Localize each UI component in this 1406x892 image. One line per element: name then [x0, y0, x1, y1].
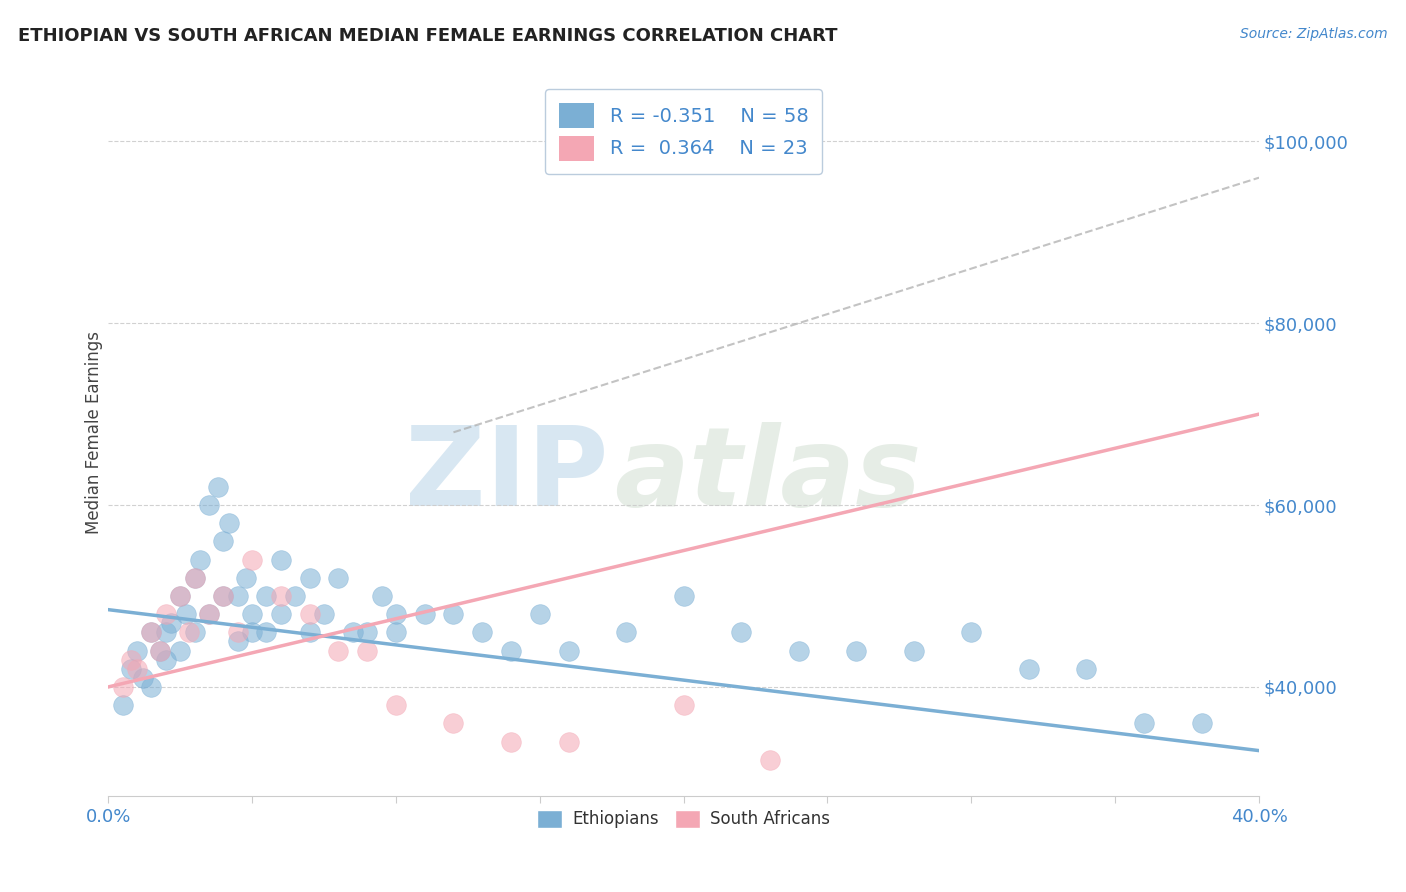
Point [240, 625, 263, 640]
Point [1018, 662, 1040, 676]
Point [240, 607, 263, 622]
Point [120, 653, 142, 667]
Point [226, 634, 249, 648]
Point [1191, 716, 1213, 731]
Point [356, 625, 378, 640]
Point [1076, 662, 1098, 676]
Point [499, 643, 522, 657]
Point [160, 616, 183, 631]
Point [342, 625, 364, 640]
Point [141, 625, 163, 640]
Point [174, 607, 197, 622]
Point [298, 607, 321, 622]
Point [385, 625, 408, 640]
Point [298, 571, 321, 585]
Point [198, 607, 221, 622]
Point [903, 643, 925, 657]
Point [226, 589, 249, 603]
Point [111, 680, 134, 694]
Text: Source: ZipAtlas.com: Source: ZipAtlas.com [1240, 27, 1388, 41]
Point [845, 643, 868, 657]
Point [385, 607, 408, 622]
Point [499, 734, 522, 748]
Point [169, 589, 191, 603]
Point [529, 607, 551, 622]
Point [270, 607, 292, 622]
Point [270, 552, 292, 566]
Point [328, 571, 350, 585]
Point [132, 671, 155, 685]
Point [235, 571, 257, 585]
Point [155, 625, 177, 640]
Text: ETHIOPIAN VS SOUTH AFRICAN MEDIAN FEMALE EARNINGS CORRELATION CHART: ETHIOPIAN VS SOUTH AFRICAN MEDIAN FEMALE… [18, 27, 838, 45]
Point [730, 625, 752, 640]
Point [270, 589, 292, 603]
Point [198, 607, 221, 622]
Point [169, 589, 191, 603]
Point [141, 680, 163, 694]
Point [356, 643, 378, 657]
Point [226, 625, 249, 640]
Point [183, 571, 205, 585]
Point [672, 589, 695, 603]
Point [212, 589, 235, 603]
Point [149, 643, 172, 657]
Point [254, 589, 277, 603]
Point [284, 589, 307, 603]
Point [149, 643, 172, 657]
Point [557, 643, 579, 657]
Point [155, 607, 177, 622]
Point [218, 516, 240, 531]
Point [188, 552, 211, 566]
Text: ZIP: ZIP [405, 423, 609, 530]
Point [370, 589, 392, 603]
Point [254, 625, 277, 640]
Point [207, 480, 229, 494]
Point [212, 589, 235, 603]
Point [198, 498, 221, 512]
Point [759, 753, 782, 767]
Point [672, 698, 695, 713]
Point [1133, 716, 1156, 731]
Point [787, 643, 810, 657]
Point [443, 716, 465, 731]
Point [328, 643, 350, 657]
Point [385, 698, 408, 713]
Point [177, 625, 200, 640]
Point [125, 662, 148, 676]
Point [614, 625, 637, 640]
Point [169, 643, 191, 657]
Point [125, 643, 148, 657]
Point [212, 534, 235, 549]
Legend: Ethiopians, South Africans: Ethiopians, South Africans [530, 803, 837, 835]
Point [557, 734, 579, 748]
Text: atlas: atlas [614, 423, 922, 530]
Point [141, 625, 163, 640]
Point [471, 625, 494, 640]
Point [312, 607, 335, 622]
Point [960, 625, 983, 640]
Point [111, 698, 134, 713]
Point [443, 607, 465, 622]
Y-axis label: Median Female Earnings: Median Female Earnings [86, 331, 103, 533]
Point [183, 571, 205, 585]
Point [120, 662, 142, 676]
Point [413, 607, 436, 622]
Point [298, 625, 321, 640]
Point [240, 552, 263, 566]
Point [183, 625, 205, 640]
Point [155, 653, 177, 667]
